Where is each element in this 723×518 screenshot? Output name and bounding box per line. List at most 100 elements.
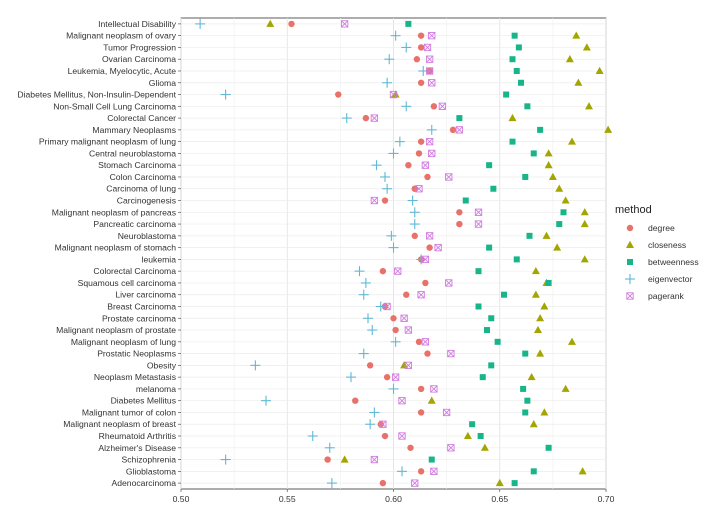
betweenness-point	[475, 303, 482, 310]
square-shape	[522, 173, 529, 180]
x-stroke	[398, 432, 406, 440]
square-shape	[627, 259, 633, 265]
circle-shape	[366, 362, 374, 369]
square-shape	[490, 185, 497, 192]
square-shape	[545, 444, 552, 451]
betweenness-point	[524, 397, 531, 404]
circle-shape	[379, 267, 387, 275]
triangle-shape	[561, 384, 570, 392]
y-tick-label: Squamous cell carcinoma	[78, 278, 177, 288]
box-outline	[447, 444, 455, 452]
closeness-point	[585, 102, 593, 110]
y-tick-label: Prostatic Neoplasms	[97, 349, 176, 359]
y-tick-label: Rheumatoid Arthritis	[99, 431, 176, 441]
square-shape	[484, 327, 490, 334]
y-tick-label: Stomach Carcinoma	[98, 160, 176, 170]
square-shape	[522, 409, 529, 416]
closeness-point	[544, 149, 553, 157]
circle-shape	[379, 479, 387, 487]
triangle-shape	[585, 102, 593, 110]
y-tick-label: Carcinoma of lung	[106, 184, 176, 194]
x-stroke	[426, 138, 434, 146]
square-shape	[524, 397, 531, 404]
closeness-point	[561, 384, 570, 392]
box-outline	[423, 43, 432, 52]
degree-point	[366, 362, 374, 369]
closeness-point	[266, 19, 275, 27]
x-stroke	[430, 467, 438, 475]
pagerank-point	[425, 137, 434, 146]
betweenness-point	[524, 103, 531, 110]
box-outline	[438, 102, 447, 110]
pagerank-point	[447, 444, 455, 452]
y-tick-label: Diabetes Mellitus, Non-Insulin-Dependent	[17, 90, 176, 100]
circle-shape	[426, 244, 433, 251]
degree-point	[352, 397, 359, 404]
triangle-shape	[480, 443, 489, 451]
betweenness-point	[545, 279, 552, 286]
x-stroke	[434, 244, 442, 252]
square-shape	[518, 79, 524, 86]
eigenvector-point	[380, 171, 390, 182]
circle-shape	[377, 421, 384, 428]
y-tick-label: Liver carcinoma	[115, 290, 176, 300]
box-outline	[474, 220, 483, 228]
degree-point	[411, 232, 418, 240]
square-shape	[486, 244, 493, 251]
betweenness-point	[545, 444, 552, 451]
degree-point	[405, 161, 412, 169]
closeness-point	[580, 208, 589, 216]
y-tick-label: Malignant neoplasm of prostate	[56, 325, 176, 335]
y-tick-label: Carcinogenesis	[117, 196, 176, 206]
eigenvector-point	[394, 136, 405, 147]
square-shape	[428, 456, 435, 463]
circle-shape	[324, 456, 331, 463]
closeness-point	[574, 78, 583, 86]
eigenvector-point	[358, 289, 369, 300]
x-stroke	[370, 114, 378, 122]
pagerank-point	[370, 455, 379, 464]
betweenness-point	[522, 409, 529, 416]
closeness-point	[568, 337, 576, 345]
betweenness-point	[513, 67, 520, 74]
eigenvector-point	[416, 254, 427, 265]
betweenness-point	[509, 56, 516, 63]
pagerank-point	[474, 220, 483, 228]
box-outline	[411, 479, 419, 487]
closeness-point	[580, 255, 589, 263]
y-tick-label: Colon Carcinoma	[110, 172, 177, 182]
betweenness-point	[405, 20, 412, 27]
pagerank-point	[425, 55, 434, 63]
circle-shape	[424, 173, 431, 181]
pagerank-point	[445, 279, 453, 287]
betweenness-point	[530, 468, 537, 475]
betweenness-point	[511, 32, 518, 39]
pagerank-point	[379, 420, 387, 428]
eigenvector-point	[354, 266, 365, 277]
x-stroke	[423, 43, 432, 51]
degree-point	[288, 20, 295, 28]
y-axis-labels: Intellectual Disability Malignant neoplas…	[17, 19, 181, 488]
triangle-shape	[565, 55, 574, 63]
triangle-shape	[534, 325, 542, 334]
box-outline	[626, 292, 634, 300]
triangle-shape	[578, 467, 587, 475]
y-tick-label: Pancreatic carcinoma	[93, 219, 176, 229]
eigenvector-point	[397, 466, 407, 477]
betweenness-point	[490, 185, 497, 192]
x-stroke	[474, 220, 483, 228]
degree-point	[379, 267, 387, 275]
pagerank-point	[417, 291, 425, 299]
box-outline	[425, 232, 434, 240]
circle-shape	[411, 185, 418, 192]
triangle-shape	[595, 66, 604, 74]
legend-key-closeness	[626, 240, 634, 248]
eigenvector-point	[341, 113, 352, 124]
x-tick-label: 0.55	[279, 494, 296, 504]
square-shape	[513, 67, 520, 74]
box-outline	[445, 279, 453, 287]
degree-point	[417, 32, 425, 39]
degree-point	[417, 409, 425, 416]
box-outline	[428, 32, 436, 40]
triangle-shape	[553, 243, 562, 251]
